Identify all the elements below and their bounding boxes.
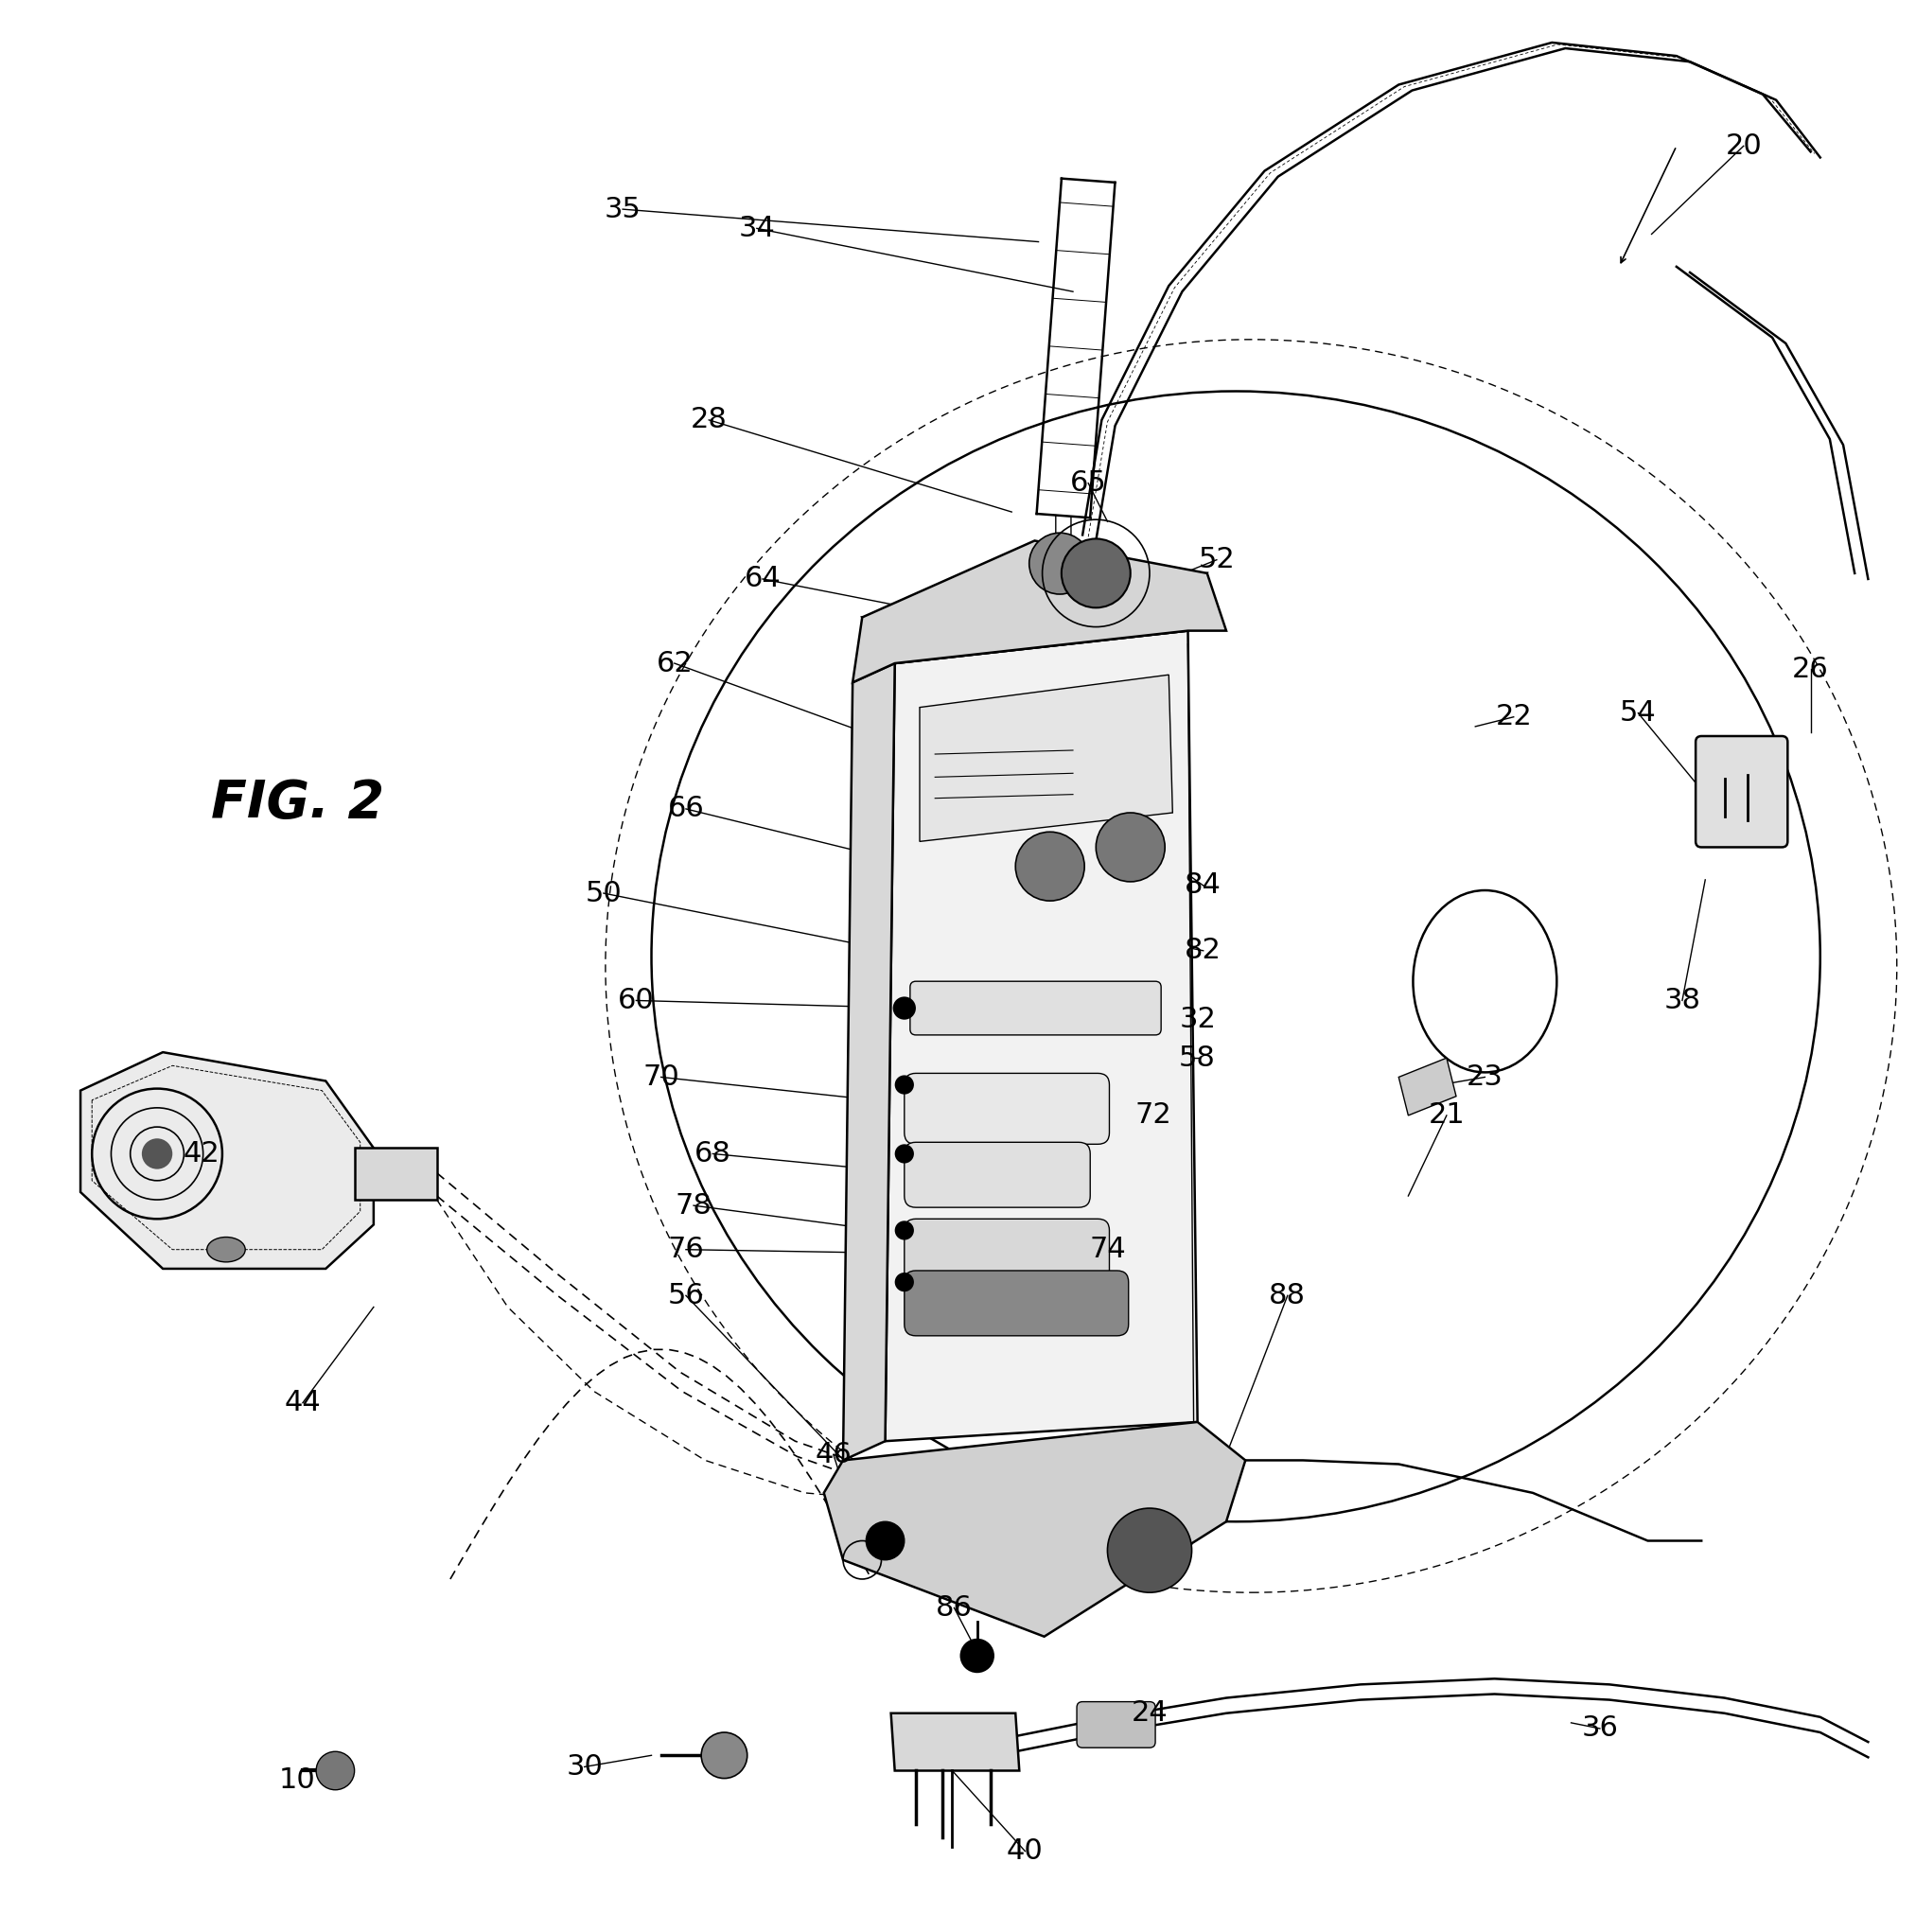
Polygon shape (891, 1714, 1019, 1772)
Text: 40: 40 (1006, 1837, 1044, 1864)
Text: 65: 65 (1069, 469, 1107, 497)
Circle shape (893, 997, 916, 1020)
FancyBboxPatch shape (904, 1074, 1109, 1144)
Circle shape (895, 1221, 914, 1240)
Text: 22: 22 (1494, 703, 1533, 730)
Circle shape (960, 1638, 994, 1673)
Polygon shape (853, 541, 1226, 682)
Text: 52: 52 (1198, 547, 1236, 574)
Text: 54: 54 (1619, 699, 1657, 726)
Polygon shape (354, 1148, 437, 1200)
Text: 30: 30 (565, 1752, 604, 1781)
Text: 24: 24 (1130, 1700, 1169, 1727)
Text: 74: 74 (1088, 1236, 1127, 1264)
Circle shape (1107, 1509, 1192, 1592)
FancyBboxPatch shape (904, 1219, 1109, 1291)
FancyBboxPatch shape (1077, 1702, 1155, 1748)
Text: 38: 38 (1663, 987, 1701, 1014)
Polygon shape (885, 630, 1198, 1441)
Text: 35: 35 (604, 195, 642, 222)
Text: 86: 86 (935, 1594, 973, 1621)
Text: 34: 34 (738, 214, 776, 242)
Text: 66: 66 (667, 796, 705, 823)
Circle shape (895, 1076, 914, 1094)
Text: 72: 72 (1134, 1101, 1173, 1128)
Text: 60: 60 (617, 987, 655, 1014)
FancyBboxPatch shape (1696, 736, 1788, 848)
Circle shape (866, 1522, 904, 1559)
Polygon shape (862, 574, 1207, 663)
Text: 32: 32 (1178, 1007, 1217, 1034)
Text: 10: 10 (278, 1766, 316, 1795)
Text: 84: 84 (1184, 871, 1222, 898)
Text: 20: 20 (1724, 131, 1763, 160)
Circle shape (895, 1144, 914, 1163)
FancyBboxPatch shape (904, 1142, 1090, 1208)
Polygon shape (80, 1053, 374, 1269)
Text: 46: 46 (814, 1441, 853, 1468)
Text: 50: 50 (584, 879, 623, 906)
Text: 56: 56 (667, 1281, 705, 1310)
Circle shape (1096, 813, 1165, 881)
Text: 68: 68 (694, 1140, 732, 1167)
Text: 76: 76 (667, 1236, 705, 1264)
Text: 58: 58 (1178, 1043, 1217, 1072)
Circle shape (895, 1273, 914, 1293)
FancyBboxPatch shape (904, 1271, 1129, 1335)
Circle shape (701, 1733, 747, 1777)
Text: 21: 21 (1427, 1101, 1466, 1128)
Circle shape (1061, 539, 1130, 609)
Text: 62: 62 (655, 649, 694, 676)
Text: 23: 23 (1466, 1063, 1504, 1092)
Circle shape (142, 1138, 172, 1169)
Text: 70: 70 (642, 1063, 680, 1092)
Text: 28: 28 (690, 406, 728, 433)
Circle shape (1015, 833, 1084, 900)
Text: 78: 78 (674, 1192, 713, 1219)
Ellipse shape (207, 1236, 245, 1262)
Circle shape (316, 1752, 354, 1789)
FancyBboxPatch shape (910, 981, 1161, 1036)
Text: 82: 82 (1184, 937, 1222, 964)
Text: 26: 26 (1791, 655, 1830, 682)
Text: 44: 44 (284, 1389, 322, 1416)
Text: 88: 88 (1268, 1281, 1307, 1310)
Text: 36: 36 (1581, 1716, 1619, 1743)
Polygon shape (843, 663, 895, 1461)
Text: FIG. 2: FIG. 2 (211, 777, 383, 829)
Circle shape (1029, 533, 1090, 595)
Text: 64: 64 (743, 566, 782, 593)
Polygon shape (824, 1422, 1245, 1636)
Polygon shape (1399, 1059, 1456, 1115)
Text: 42: 42 (182, 1140, 220, 1167)
Polygon shape (920, 674, 1173, 842)
